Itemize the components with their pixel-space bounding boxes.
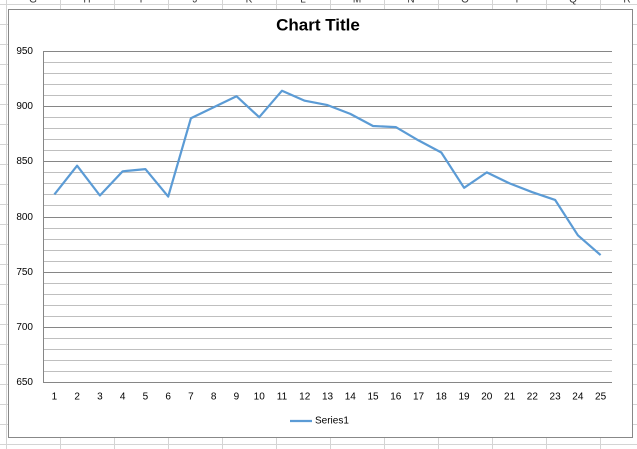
column-header: Q (569, 0, 577, 6)
y-tick-label: 900 (16, 101, 33, 112)
y-tick-label: 950 (16, 46, 33, 57)
x-tick-label: 1 (52, 392, 58, 403)
x-tick-label: 9 (234, 392, 240, 403)
column-header: P (516, 0, 523, 6)
x-tick-label: 25 (595, 392, 607, 403)
chart-title: Chart Title (276, 15, 360, 34)
y-tick-label: 800 (16, 212, 33, 223)
x-tick-label: 14 (345, 392, 357, 403)
x-tick-label: 15 (367, 392, 379, 403)
x-tick-label: 21 (504, 392, 516, 403)
x-tick-label: 17 (413, 392, 425, 403)
y-tick-label: 750 (16, 267, 33, 278)
series-line (53, 89, 602, 256)
x-tick-label: 10 (254, 392, 266, 403)
y-tick-label: 700 (16, 322, 33, 333)
x-tick-label: 22 (527, 392, 539, 403)
y-tick-label: 850 (16, 156, 33, 167)
x-tick-label: 3 (97, 392, 103, 403)
x-tick-label: 11 (277, 392, 288, 403)
x-tick-label: 4 (120, 392, 126, 403)
column-header: G (29, 0, 37, 6)
column-header: H (83, 0, 90, 6)
column-header: J (193, 0, 198, 6)
column-header: K (246, 0, 253, 6)
column-header: R (623, 0, 630, 6)
chart-area (8, 9, 633, 438)
x-tick-label: 13 (322, 392, 334, 403)
x-tick-label: 7 (188, 392, 194, 403)
y-tick-label: 650 (16, 377, 33, 388)
column-header: L (300, 0, 306, 6)
column-header: N (407, 0, 414, 6)
x-tick-label: 5 (143, 392, 149, 403)
x-tick-label: 19 (458, 392, 470, 403)
column-header: M (353, 0, 361, 6)
column-header: O (461, 0, 469, 6)
x-tick-label: 20 (481, 392, 493, 403)
x-tick-label: 18 (436, 392, 448, 403)
x-tick-label: 12 (299, 392, 311, 403)
x-tick-label: 8 (211, 392, 217, 403)
x-tick-label: 16 (390, 392, 402, 403)
x-tick-label: 23 (550, 392, 562, 403)
legend-label: Series1 (315, 416, 349, 427)
column-header: I (140, 0, 143, 6)
x-tick-label: 2 (74, 392, 80, 403)
x-tick-label: 24 (572, 392, 584, 403)
x-tick-label: 6 (165, 392, 171, 403)
